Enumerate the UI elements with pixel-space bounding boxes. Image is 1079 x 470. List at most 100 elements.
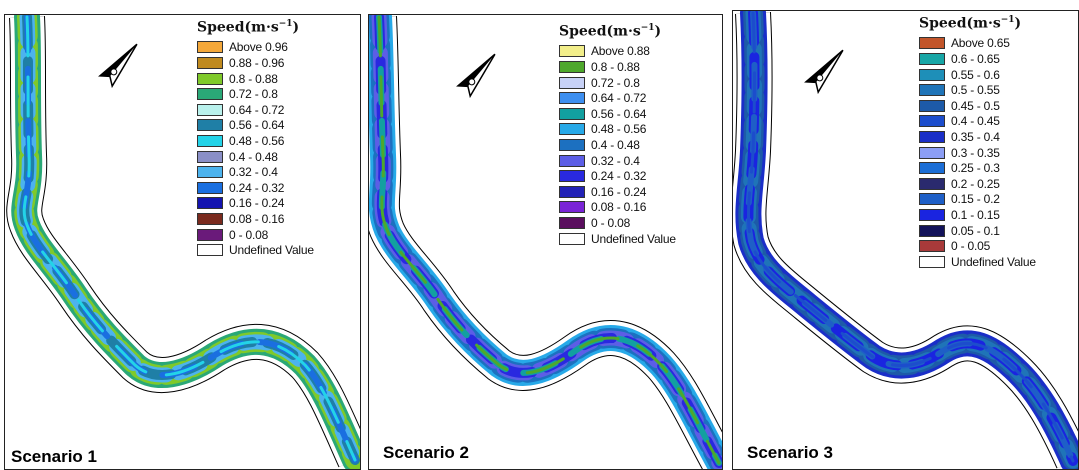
legend-label: 0.48 - 0.56	[229, 134, 285, 149]
legend-item: 0.5 - 0.55	[919, 82, 1036, 98]
legend-swatch	[559, 216, 585, 229]
map-panel-scenario-3: Speed(m·s−1) Above 0.65 0.6 - 0.65 0.55 - …	[732, 10, 1079, 470]
legend-swatch	[919, 68, 945, 81]
legend-swatch	[197, 41, 223, 54]
legend-swatch	[919, 193, 945, 206]
legend-swatch	[197, 57, 223, 70]
legend-swatch	[919, 208, 945, 221]
legend-label: 0.32 - 0.4	[591, 153, 640, 168]
legend-label: Undefined Value	[591, 231, 676, 246]
legend-swatch	[919, 115, 945, 128]
legend-item: 0.72 - 0.8	[559, 75, 676, 91]
legend-label: 0.72 - 0.8	[591, 75, 640, 90]
legend: Speed(m·s−1) Above 0.96 0.88 - 0.96 0.8 - …	[197, 19, 314, 258]
legend-label: 0.16 - 0.24	[591, 184, 647, 199]
speed-band	[377, 15, 721, 465]
legend-title: Speed(m·s−1)	[919, 15, 1022, 32]
legend-label: 0.45 - 0.5	[951, 98, 1000, 113]
legend-label: 0.64 - 0.72	[591, 91, 647, 106]
legend-swatch	[919, 131, 945, 144]
legend-swatch	[919, 177, 945, 190]
legend-item: Above 0.96	[197, 40, 314, 56]
legend-label: 0.08 - 0.16	[591, 200, 647, 215]
legend-item: Undefined Value	[197, 242, 314, 258]
legend-swatch	[197, 88, 223, 101]
legend-label: 0.72 - 0.8	[229, 87, 278, 102]
legend-item: 0 - 0.05	[919, 238, 1036, 254]
legend-item: 0.56 - 0.64	[197, 118, 314, 134]
scenario-label: Scenario 2	[383, 443, 469, 462]
legend-swatch	[197, 103, 223, 116]
legend-item: 0.45 - 0.5	[919, 98, 1036, 114]
legend-swatch	[919, 53, 945, 66]
legend-item: 0.8 - 0.88	[559, 59, 676, 75]
legend-item: 0.08 - 0.16	[197, 211, 314, 227]
legend-label: 0.25 - 0.3	[951, 161, 1000, 176]
legend-label: Above 0.88	[591, 44, 650, 59]
legend-swatch	[559, 232, 585, 245]
legend-swatch	[197, 228, 223, 241]
legend-item: 0.05 - 0.1	[919, 223, 1036, 239]
legend-item: 0.8 - 0.88	[197, 71, 314, 87]
map-panel-scenario-1: Speed(m·s−1) Above 0.96 0.88 - 0.96 0.8 - …	[4, 14, 361, 470]
legend-swatch	[559, 139, 585, 152]
map-panel-scenario-2: Speed(m·s−1) Above 0.88 0.8 - 0.88 0.72 - …	[368, 14, 723, 470]
legend-label: 0.8 - 0.88	[229, 71, 278, 86]
river-map	[6, 15, 360, 469]
legend-label: 0 - 0.05	[951, 239, 991, 254]
legend-item: 0.25 - 0.3	[919, 160, 1036, 176]
legend-swatch	[919, 224, 945, 237]
legend-item: 0.15 - 0.2	[919, 192, 1036, 208]
legend-item: 0.48 - 0.56	[559, 122, 676, 138]
legend-label: 0.16 - 0.24	[229, 196, 285, 211]
legend-swatch	[197, 166, 223, 179]
legend-item: 0.72 - 0.8	[197, 86, 314, 102]
north-arrow-icon	[98, 43, 138, 89]
legend-label: 0.05 - 0.1	[951, 223, 1000, 238]
legend-swatch	[559, 185, 585, 198]
legend-swatch	[919, 99, 945, 112]
legend-swatch	[197, 72, 223, 85]
legend-label: 0.32 - 0.4	[229, 165, 278, 180]
legend-item: 0.4 - 0.48	[197, 149, 314, 165]
legend-label: Undefined Value	[951, 254, 1036, 269]
legend-item: 0.56 - 0.64	[559, 106, 676, 122]
legend-swatch	[197, 119, 223, 132]
north-arrow-icon	[456, 53, 496, 99]
legend-item: 0.4 - 0.48	[559, 137, 676, 153]
legend-label: 0.55 - 0.6	[951, 67, 1000, 82]
legend-label: 0.56 - 0.64	[229, 118, 285, 133]
legend: Speed(m·s−1) Above 0.65 0.6 - 0.65 0.55 - …	[919, 15, 1036, 270]
river-map	[733, 11, 1078, 469]
legend-item: 0.16 - 0.24	[197, 196, 314, 212]
legend-label: 0.1 - 0.15	[951, 207, 1000, 222]
legend-item: Undefined Value	[919, 254, 1036, 270]
legend-label: 0 - 0.08	[229, 227, 269, 242]
legend-item: 0.2 - 0.25	[919, 176, 1036, 192]
legend-item: Above 0.88	[559, 44, 676, 60]
legend-swatch	[559, 76, 585, 89]
legend-label: 0.3 - 0.35	[951, 145, 1000, 160]
legend-swatch	[919, 146, 945, 159]
legend-title: Speed(m·s−1)	[197, 19, 300, 36]
legend-item: 0.32 - 0.4	[197, 164, 314, 180]
legend-swatch	[197, 212, 223, 225]
legend-item: 0.24 - 0.32	[559, 168, 676, 184]
legend-item: 0.64 - 0.72	[559, 90, 676, 106]
legend-label: 0.15 - 0.2	[951, 192, 1000, 207]
legend-label: 0.4 - 0.48	[229, 149, 278, 164]
legend-label: 0.5 - 0.55	[951, 83, 1000, 98]
legend-label: 0.24 - 0.32	[591, 169, 647, 184]
legend-swatch	[559, 107, 585, 120]
legend-swatch	[559, 61, 585, 74]
legend-item: 0.6 - 0.65	[919, 51, 1036, 67]
river-map	[369, 15, 722, 469]
legend-label: 0 - 0.08	[591, 215, 631, 230]
legend-swatch	[559, 170, 585, 183]
legend-item: 0.48 - 0.56	[197, 133, 314, 149]
legend-swatch	[559, 45, 585, 58]
legend-item: 0 - 0.08	[559, 215, 676, 231]
legend-swatch	[559, 123, 585, 136]
legend-label: 0.24 - 0.32	[229, 180, 285, 195]
legend-swatch	[197, 150, 223, 163]
